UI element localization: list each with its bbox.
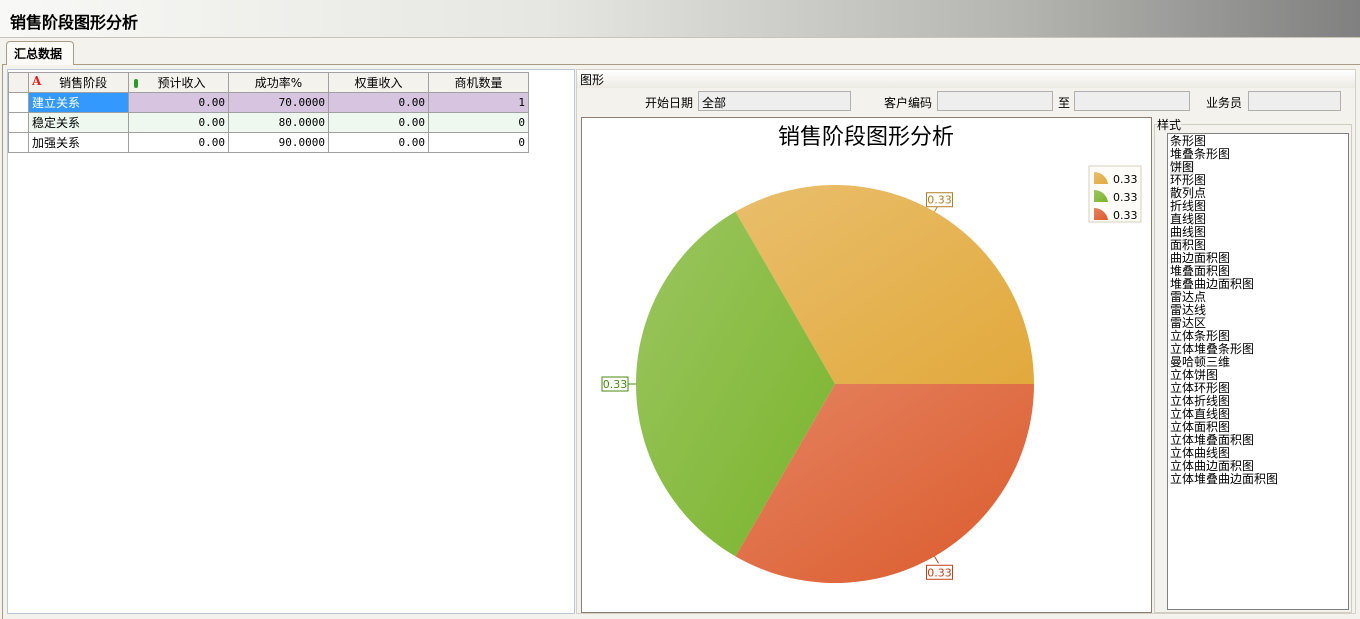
style-item[interactable]: 堆叠条形图	[1170, 147, 1231, 161]
cell-stage[interactable]: 稳定关系	[28, 112, 129, 133]
style-item[interactable]: 立体条形图	[1170, 329, 1231, 343]
data-label: 0.33	[927, 194, 952, 207]
pie-chart: 销售阶段图形分析 0.33 0.33 0.33 0.33 0.33 0.33	[601, 124, 1142, 583]
chart-area: 销售阶段图形分析 0.33 0.33 0.33 0.33 0.33 0.33	[581, 117, 1152, 613]
style-item[interactable]: 雷达线	[1170, 303, 1207, 317]
customer-code-to-input[interactable]	[1074, 91, 1190, 111]
style-item[interactable]: 条形图	[1170, 134, 1207, 148]
style-item[interactable]: 折线图	[1170, 199, 1207, 213]
column-header-stage[interactable]: A 销售阶段	[28, 72, 129, 93]
cell[interactable]: 90.0000	[228, 132, 329, 153]
salesperson-input[interactable]	[1248, 91, 1341, 111]
chart-panel: 图形 开始日期 全部 客户编码 至 业务员 销售阶段图形分析 0.33 0.33 0…	[576, 69, 1356, 614]
start-date-label: 开始日期	[645, 96, 694, 110]
style-item[interactable]: 立体曲线图	[1170, 446, 1231, 460]
cell[interactable]: 70.0000	[228, 92, 329, 113]
numeric-type-icon	[134, 79, 138, 88]
style-item[interactable]: 饼图	[1170, 160, 1195, 174]
style-label: 样式	[1157, 116, 1182, 133]
style-item[interactable]: 立体堆叠面积图	[1170, 433, 1255, 447]
cell[interactable]: 0.00	[328, 112, 429, 133]
style-list[interactable]: 条形图 堆叠条形图 饼图 环形图 散列点 折线图 直线图 曲线图 面积图 曲边面积图 堆叠面积图 堆叠…	[1167, 133, 1349, 610]
style-item[interactable]: 立体环形图	[1170, 381, 1231, 395]
style-item[interactable]: 立体曲边面积图	[1170, 459, 1255, 473]
column-header-weighted-income[interactable]: 权重收入	[328, 72, 429, 93]
style-item[interactable]: 散列点	[1170, 186, 1207, 200]
style-item[interactable]: 立体面积图	[1170, 420, 1231, 434]
legend-label: 0.33	[1113, 209, 1138, 222]
cell[interactable]: 0.00	[128, 112, 229, 133]
label-leader-line	[934, 556, 939, 564]
tab-summary-data[interactable]: 汇总数据	[6, 41, 74, 65]
cell[interactable]: 0.00	[128, 92, 229, 113]
data-label-box	[926, 192, 953, 208]
style-item[interactable]: 雷达区	[1170, 316, 1207, 330]
style-item[interactable]: 立体直线图	[1170, 407, 1231, 421]
pie-slice	[735, 384, 1034, 583]
cell[interactable]: 0.00	[328, 92, 429, 113]
chart-title: 销售阶段图形分析	[778, 124, 954, 149]
style-item[interactable]: 曲线图	[1170, 225, 1207, 239]
salesperson-label: 业务员	[1206, 96, 1243, 110]
style-item[interactable]: 雷达点	[1170, 290, 1207, 304]
cell[interactable]: 0.00	[328, 132, 429, 153]
column-header-success-rate[interactable]: 成功率%	[228, 72, 329, 93]
column-header-expected-income[interactable]: 预计收入	[128, 72, 229, 93]
row-header[interactable]	[8, 112, 29, 133]
data-label: 0.33	[927, 566, 952, 579]
data-label-box	[601, 376, 629, 392]
row-header-corner	[8, 72, 29, 93]
style-item[interactable]: 曲边面积图	[1170, 251, 1231, 265]
column-header-opportunity-count[interactable]: 商机数量	[428, 72, 529, 93]
cell-stage[interactable]: 建立关系	[28, 92, 129, 113]
table-row[interactable]: 加强关系 0.00 90.0000 0.00 0	[8, 132, 529, 153]
cell[interactable]: 0	[428, 132, 529, 153]
grid-header: A 销售阶段 预计收入 成功率% 权重收入 商机数量	[8, 72, 529, 93]
style-item[interactable]: 环形图	[1170, 173, 1207, 187]
style-item[interactable]: 立体堆叠条形图	[1170, 342, 1255, 356]
style-group	[1154, 124, 1352, 613]
style-item[interactable]: 立体饼图	[1170, 368, 1219, 382]
data-label-box	[926, 564, 953, 580]
legend-swatch	[1094, 171, 1108, 184]
legend-label: 0.33	[1113, 191, 1138, 204]
cell-stage[interactable]: 加强关系	[28, 132, 129, 153]
title-bar: 销售阶段图形分析	[0, 0, 1360, 38]
table-row[interactable]: 稳定关系 0.00 80.0000 0.00 0	[8, 112, 529, 133]
window-title: 销售阶段图形分析	[10, 13, 139, 32]
cell[interactable]: 0.00	[128, 132, 229, 153]
start-date-input[interactable]: 全部	[698, 91, 851, 111]
summary-grid[interactable]: A 销售阶段 预计收入 成功率% 权重收入 商机数量 建立关系 0.00 70.000…	[7, 69, 575, 614]
text-type-icon: A	[32, 74, 42, 88]
legend-label: 0.33	[1113, 173, 1138, 186]
row-header[interactable]	[8, 92, 29, 113]
style-item[interactable]: 立体折线图	[1170, 394, 1231, 408]
cell[interactable]: 1	[428, 92, 529, 113]
style-item[interactable]: 堆叠面积图	[1170, 264, 1231, 278]
data-label: 0.33	[603, 378, 628, 391]
tab-panel	[2, 64, 1360, 619]
table-row[interactable]: 建立关系 0.00 70.0000 0.00 1	[8, 92, 529, 113]
style-item[interactable]: 立体堆叠曲边面积图	[1170, 472, 1279, 486]
style-item[interactable]: 面积图	[1170, 238, 1207, 252]
row-header[interactable]	[8, 132, 29, 153]
to-label: 至	[1058, 96, 1071, 110]
cell[interactable]: 80.0000	[228, 112, 329, 133]
customer-code-label: 客户编码	[884, 96, 933, 110]
style-item[interactable]: 直线图	[1170, 212, 1207, 226]
chart-panel-header: 图形	[577, 70, 1355, 88]
style-item[interactable]: 曼哈顿三维	[1170, 355, 1231, 369]
legend-swatch	[1094, 207, 1108, 220]
legend-swatch	[1094, 189, 1108, 202]
style-item[interactable]: 堆叠曲边面积图	[1170, 277, 1255, 291]
customer-code-from-input[interactable]	[937, 91, 1053, 111]
pie-slice	[735, 184, 1034, 384]
cell[interactable]: 0	[428, 112, 529, 133]
